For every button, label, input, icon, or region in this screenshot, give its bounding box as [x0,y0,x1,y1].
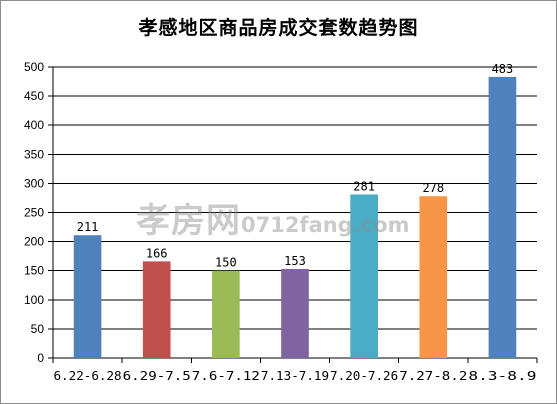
bar [73,235,102,358]
x-category-label: 7.6-7.12 [192,369,260,383]
y-tick-label: 250 [24,206,44,220]
bar [212,270,240,358]
x-category-label: 7.20-7.26 [330,369,398,383]
data-label: 278 [422,181,444,195]
y-tick-label: 0 [37,351,44,365]
data-label: 150 [215,256,237,270]
bar [281,268,309,358]
y-tick-label: 200 [24,235,44,249]
bar [488,76,517,359]
x-category-label: 7.13-7.19 [261,369,329,383]
x-category-label: 7.27-8.2 [399,369,467,383]
data-label: 166 [146,246,168,260]
y-tick-label: 50 [31,322,45,336]
x-category-label: 8.3-8.9 [468,369,536,383]
y-tick-label: 100 [24,293,44,307]
data-label: 281 [353,179,375,193]
chart-title: 孝感地区商品房成交套数趋势图 [138,17,419,39]
data-label: 483 [492,62,514,76]
x-category-label: 6.22-6.28 [53,369,121,383]
y-tick-label: 500 [24,60,44,74]
y-tick-label: 300 [24,176,44,190]
y-tick-label: 400 [24,118,44,132]
data-label: 211 [77,220,99,234]
bar [350,194,378,358]
bars [73,76,517,359]
x-category-label: 6.29-7.5 [123,369,191,383]
y-tick-label: 150 [24,264,44,278]
labels: 211 6.22-6.28 166 6.29-7.5 150 7.6-7.12 153 7.1… [53,62,536,383]
y-tick-label: 450 [24,89,44,103]
y-tick-label: 350 [24,147,44,161]
bar [142,261,171,358]
data-label: 153 [284,254,306,268]
bar [419,196,448,358]
